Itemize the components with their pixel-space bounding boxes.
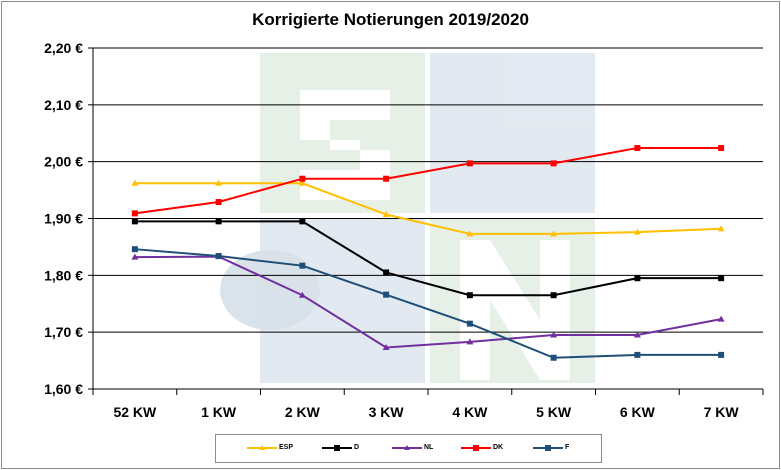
data-point-nl: [131, 253, 139, 260]
data-point-esp: [215, 179, 223, 186]
data-point-f: [550, 354, 557, 361]
data-point-f: [299, 262, 306, 269]
series-d: [131, 218, 725, 299]
data-point-dk: [466, 160, 473, 167]
series-nl: [131, 253, 725, 351]
data-point-d: [550, 292, 557, 299]
data-point-f: [215, 253, 222, 260]
data-point-f: [718, 351, 725, 358]
y-tick-label: 1,80 €: [44, 267, 83, 283]
x-tick-label: 4 KW: [452, 404, 488, 420]
x-tick-label: 2 KW: [285, 404, 321, 420]
data-point-esp: [382, 211, 390, 218]
y-tick-label: 1,90 €: [44, 211, 83, 227]
y-tick-label: 1,70 €: [44, 324, 83, 340]
series-line-f: [134, 248, 722, 359]
y-tick-label: 1,60 €: [44, 381, 83, 397]
data-point-dk: [299, 175, 306, 182]
y-axis-ticks: 1,60 € 1,70 € 1,80 € 1,90 € 2,00 € 2,10 € 2,20…: [44, 40, 83, 397]
data-point-f: [466, 320, 473, 327]
data-point-nl: [550, 331, 558, 338]
data-point-d: [299, 218, 306, 225]
x-tick-label: 3 KW: [369, 404, 405, 420]
axes: [88, 47, 764, 395]
x-tick-label: 6 KW: [620, 404, 656, 420]
data-point-dk: [634, 145, 641, 152]
series-line-nl: [134, 255, 722, 349]
data-point-d: [383, 269, 390, 276]
legend-label-d: D: [354, 444, 360, 451]
watermark-logo: [220, 53, 595, 383]
series-lines: [131, 145, 725, 361]
x-tick-label: 7 KW: [704, 404, 740, 420]
series-line-esp: [134, 182, 722, 235]
legend-label-nl: NL: [424, 444, 434, 451]
data-point-nl: [633, 331, 641, 338]
data-point-esp: [550, 230, 558, 237]
data-point-dk: [550, 160, 557, 167]
data-point-nl: [382, 344, 390, 351]
data-point-d: [634, 275, 641, 282]
legend-label-esp: ESP: [279, 444, 294, 451]
data-point-esp: [298, 179, 306, 186]
legend-label-dk: DK: [493, 444, 504, 451]
data-point-f: [383, 291, 390, 298]
y-tick-label: 2,00 €: [44, 154, 83, 170]
data-point-esp: [633, 228, 641, 235]
y-tick-label: 2,20 €: [44, 40, 83, 56]
data-point-nl: [466, 338, 474, 345]
series-dk: [131, 145, 725, 217]
legend: ESP D NL DK F: [215, 434, 602, 463]
chart-title: Korrigierte Notierungen 2019/2020: [252, 10, 529, 29]
data-point-d: [215, 218, 222, 225]
series-f: [131, 246, 725, 361]
data-point-d: [718, 275, 725, 282]
data-point-esp: [466, 230, 474, 237]
data-point-dk: [718, 145, 725, 152]
data-point-dk: [131, 210, 138, 217]
data-point-nl: [717, 315, 725, 322]
data-point-nl: [298, 291, 306, 298]
data-point-d: [466, 292, 473, 299]
grid: [93, 47, 763, 390]
data-point-dk: [215, 199, 222, 206]
data-point-esp: [131, 179, 139, 186]
series-esp: [131, 179, 725, 237]
legend-label-f: F: [565, 444, 570, 451]
data-point-f: [131, 246, 138, 253]
x-tick-label: 5 KW: [536, 404, 572, 420]
data-point-f: [634, 351, 641, 358]
x-tick-label: 1 KW: [201, 404, 237, 420]
y-tick-label: 2,10 €: [44, 97, 83, 113]
x-axis-ticks: 52 KW 1 KW 2 KW 3 KW 4 KW 5 KW 6 KW 7 KW: [113, 404, 739, 420]
data-point-dk: [383, 175, 390, 182]
x-tick-label: 52 KW: [113, 404, 157, 420]
data-point-d: [131, 218, 138, 225]
data-point-esp: [717, 225, 725, 232]
series-line-dk: [134, 147, 722, 215]
series-line-d: [134, 220, 722, 297]
